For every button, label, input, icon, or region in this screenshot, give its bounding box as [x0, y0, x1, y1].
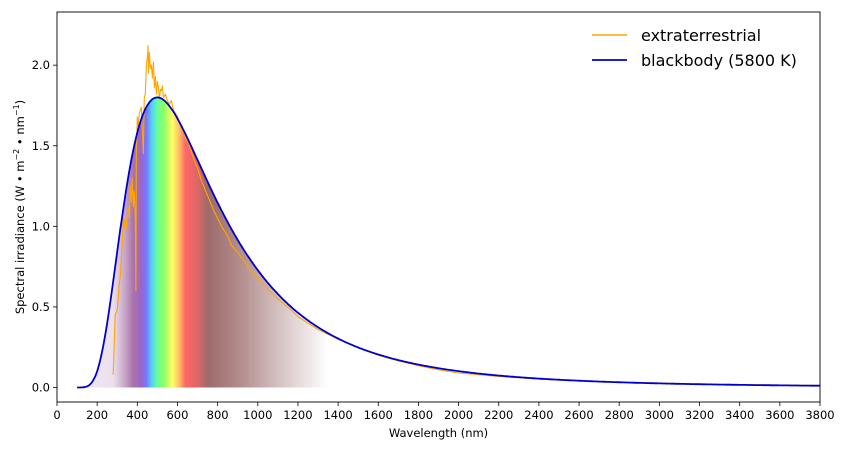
y-tick-label: 1.0 [32, 219, 50, 233]
legend-box [583, 16, 813, 78]
x-tick-label: 1000 [243, 408, 272, 422]
y-tick-label: 1.5 [32, 139, 50, 153]
x-axis-label: Wavelength (nm) [389, 426, 488, 440]
plot-area-frame [56, 11, 821, 403]
legend-label-blackbody: blackbody (5800 K) [641, 51, 797, 70]
x-tick-label: 200 [86, 408, 108, 422]
x-tick-label: 2400 [524, 408, 553, 422]
x-tick-label: 600 [166, 408, 188, 422]
extraterrestrial-series-line [112, 45, 820, 386]
x-tick-label: 3400 [725, 408, 754, 422]
x-tick-label: 3600 [765, 408, 794, 422]
blackbody-series-line [77, 96, 820, 389]
y-tick-label: 0.5 [32, 300, 50, 314]
y-tick-label: 2.0 [32, 58, 50, 72]
x-tick-label: 2600 [564, 408, 593, 422]
x-axis-ticks: 0 200 400 600 800 1000 1200 1400 1600 1800 2000 220… [53, 402, 835, 422]
x-tick-label: 1200 [283, 408, 312, 422]
x-tick-label: 1400 [323, 408, 352, 422]
legend: extraterrestrial blackbody (5800 K) [583, 16, 813, 78]
x-tick-label: 0 [53, 408, 60, 422]
x-tick-label: 2000 [444, 408, 473, 422]
y-tick-label: 0.0 [32, 380, 50, 394]
x-tick-label: 3200 [685, 408, 714, 422]
y-axis-ticks: 0.0 0.5 1.0 1.5 2.0 [32, 58, 57, 394]
x-tick-label: 3800 [805, 408, 834, 422]
x-tick-label: 3000 [645, 408, 674, 422]
y-axis-label: Spectral irradiance (W • m−2 • nm−1) [12, 100, 27, 314]
x-tick-label: 800 [207, 408, 229, 422]
legend-label-extraterrestrial: extraterrestrial [641, 26, 761, 45]
legend-item-blackbody: blackbody (5800 K) [592, 51, 797, 70]
legend-item-extraterrestrial: extraterrestrial [592, 26, 761, 45]
x-tick-label: 2200 [484, 408, 513, 422]
x-tick-label: 1800 [404, 408, 433, 422]
x-tick-label: 2800 [605, 408, 634, 422]
x-tick-label: 1600 [364, 408, 393, 422]
x-tick-label: 400 [126, 408, 148, 422]
